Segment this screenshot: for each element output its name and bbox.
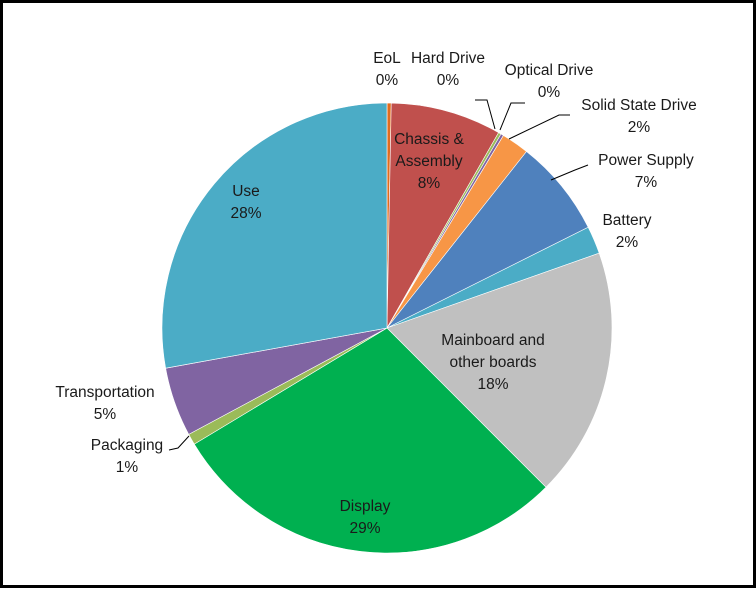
pie-slice-use [161, 102, 388, 369]
leader-line-solid-state-drive [508, 114, 570, 140]
leader-line-packaging [168, 435, 190, 451]
leader-line-hard-drive [475, 99, 496, 130]
data-label-display: Display 29% [340, 498, 391, 537]
data-label-eol: EoL 0% [373, 50, 401, 89]
data-label-transportation: Transportation 5% [55, 384, 154, 423]
data-label-chassis-and-assembly: Chassis & Assembly 8% [394, 131, 464, 192]
data-label-solid-state-drive: Solid State Drive 2% [581, 97, 696, 136]
leader-line-power-supply [550, 164, 589, 181]
pie-slice-mainboard-and-other-boards [386, 252, 613, 488]
data-label-hard-drive: Hard Drive 0% [411, 50, 485, 89]
pie-chart: EoL 0% Chassis & Assembly 8% Hard Drive 0% Opti… [55, 50, 697, 554]
data-label-use: Use 28% [230, 183, 261, 222]
pie-slice-chassis-and-assembly [386, 102, 499, 329]
leader-line-optical-drive [499, 102, 525, 131]
data-label-power-supply: Power Supply 7% [598, 152, 694, 191]
pie-slice-display [193, 327, 547, 554]
data-label-packaging: Packaging 1% [91, 437, 163, 476]
data-label-optical-drive: Optical Drive 0% [505, 62, 594, 101]
data-label-mainboard-and-other-boards: Mainboard and other boards 18% [441, 332, 544, 393]
data-label-battery: Battery 2% [602, 212, 651, 251]
